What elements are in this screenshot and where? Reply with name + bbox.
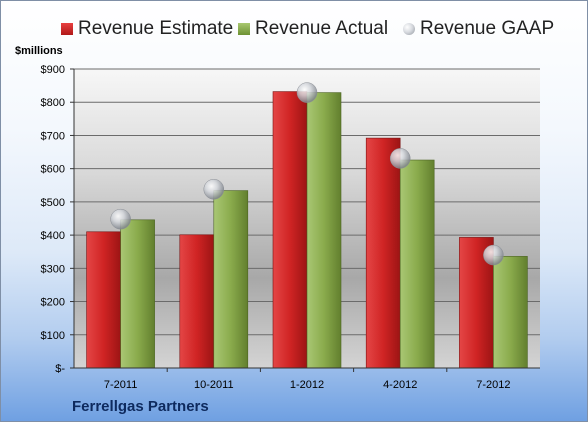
legend-swatch-estimate (61, 23, 73, 35)
bar-revenue-actual (399, 159, 435, 369)
bar-revenue-actual (213, 190, 249, 369)
y-tick-label: $100 (41, 330, 65, 342)
y-tick-label: $700 (41, 130, 65, 142)
bar-revenue-estimate (179, 234, 215, 369)
x-tick-label: 1-2012 (290, 379, 324, 391)
legend-item-actual: Revenue Actual (238, 13, 388, 45)
legend-label-estimate: Revenue Estimate (78, 18, 234, 39)
y-tick-label: $600 (41, 164, 65, 176)
legend-label-gaap: Revenue GAAP (420, 18, 555, 39)
y-tick-label: $200 (41, 297, 65, 309)
legend-swatch-gaap (403, 23, 415, 35)
marker-revenue-gaap (110, 208, 131, 230)
x-tick-label: 10-2011 (194, 379, 234, 391)
marker-revenue-gaap (389, 148, 411, 169)
y-tick-label: $500 (41, 197, 65, 209)
legend-label-actual: Revenue Actual (255, 18, 389, 39)
legend: Revenue Estimate Revenue Actual Revenue … (1, 13, 587, 45)
y-tick-label: $300 (41, 263, 65, 275)
legend-swatch-actual (238, 23, 250, 35)
marker-revenue-gaap (203, 179, 225, 200)
y-tick-label: $- (55, 363, 65, 375)
y-tick-label: $800 (41, 97, 65, 109)
bar-revenue-estimate (272, 91, 308, 369)
bar-revenue-estimate (86, 231, 121, 369)
bar-revenue-actual (306, 92, 342, 369)
marker-revenue-gaap (296, 82, 318, 103)
company-name: Ferrellgas Partners (72, 398, 209, 415)
y-tick-label: $900 (41, 64, 65, 76)
legend-item-estimate: Revenue Estimate (61, 13, 233, 45)
legend-item-gaap: Revenue GAAP (403, 13, 554, 45)
bar-revenue-actual (493, 256, 528, 369)
y-axis-label: $millions (15, 45, 63, 57)
x-tick-label: 4-2012 (383, 379, 417, 391)
y-tick-label: $400 (41, 230, 65, 242)
bar-revenue-actual (120, 219, 155, 369)
x-tick-label: 7-2012 (476, 379, 510, 391)
x-tick-label: 7-2011 (104, 379, 137, 391)
marker-revenue-gaap (483, 244, 504, 266)
bar-revenue-estimate (365, 137, 401, 369)
